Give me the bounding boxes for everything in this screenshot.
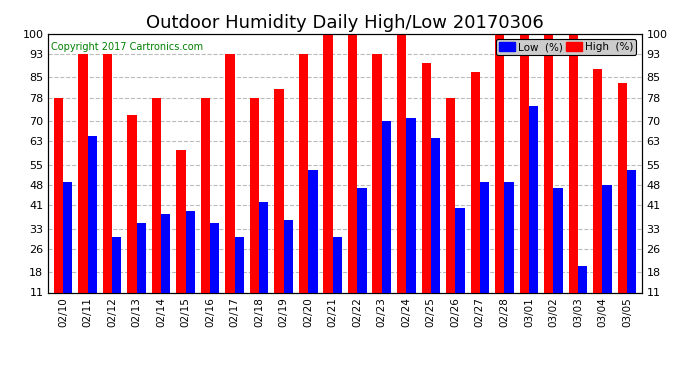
Bar xyxy=(520,34,529,292)
Bar xyxy=(593,69,602,292)
Title: Outdoor Humidity Daily High/Low 20170306: Outdoor Humidity Daily High/Low 20170306 xyxy=(146,14,544,32)
Bar xyxy=(161,214,170,292)
Bar xyxy=(201,98,210,292)
Bar xyxy=(504,182,513,292)
Bar xyxy=(112,237,121,292)
Bar xyxy=(324,34,333,292)
Bar xyxy=(480,182,489,292)
Bar xyxy=(495,34,504,292)
Bar xyxy=(446,98,455,292)
Bar xyxy=(152,98,161,292)
Bar xyxy=(357,188,366,292)
Bar xyxy=(210,223,219,292)
Bar xyxy=(284,220,293,292)
Bar xyxy=(382,121,391,292)
Bar xyxy=(299,54,308,292)
Bar xyxy=(348,34,357,292)
Bar xyxy=(602,185,612,292)
Bar xyxy=(333,237,342,292)
Bar xyxy=(373,54,382,292)
Bar xyxy=(88,135,97,292)
Bar xyxy=(177,150,186,292)
Bar xyxy=(578,266,587,292)
Bar xyxy=(627,170,636,292)
Bar xyxy=(103,54,112,292)
Bar xyxy=(431,138,440,292)
Bar xyxy=(553,188,563,292)
Bar xyxy=(226,54,235,292)
Bar xyxy=(569,34,578,292)
Bar xyxy=(455,208,464,292)
Bar xyxy=(275,89,284,292)
Bar xyxy=(186,211,195,292)
Bar xyxy=(422,63,431,292)
Bar xyxy=(308,170,317,292)
Bar xyxy=(529,106,538,292)
Bar xyxy=(63,182,72,292)
Text: Copyright 2017 Cartronics.com: Copyright 2017 Cartronics.com xyxy=(51,42,204,51)
Legend: Low  (%), High  (%): Low (%), High (%) xyxy=(496,39,636,56)
Bar xyxy=(471,72,480,292)
Bar xyxy=(235,237,244,292)
Bar xyxy=(397,34,406,292)
Bar xyxy=(544,34,553,292)
Bar xyxy=(137,223,146,292)
Bar xyxy=(54,98,63,292)
Bar xyxy=(406,118,415,292)
Bar xyxy=(250,98,259,292)
Bar xyxy=(618,83,627,292)
Bar xyxy=(127,115,137,292)
Bar xyxy=(259,202,268,292)
Bar xyxy=(78,54,88,292)
